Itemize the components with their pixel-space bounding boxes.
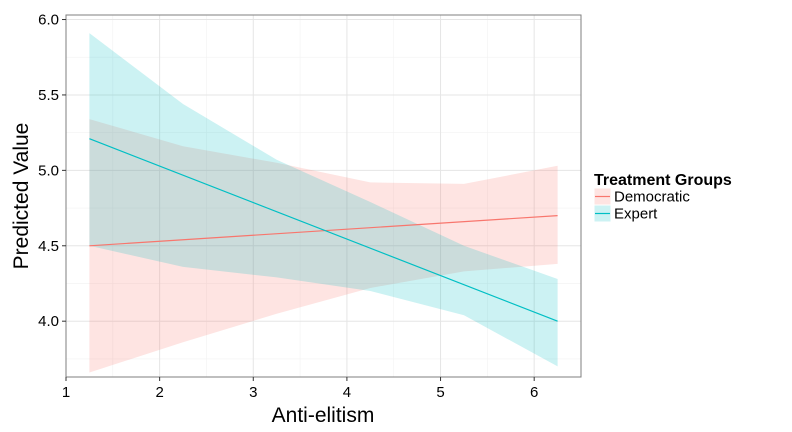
y-tick-label: 4.0: [38, 313, 59, 330]
y-tick-label: 5.0: [38, 162, 59, 179]
series-lines: [89, 138, 558, 322]
plot-background: [66, 15, 581, 377]
y-axis-title: Predicted Value: [10, 123, 33, 270]
x-tick-label: 5: [436, 384, 444, 401]
legend-title: Treatment Groups: [594, 172, 732, 189]
y-tick-label: 5.5: [38, 87, 59, 104]
y-tick-label: 6.0: [38, 12, 59, 29]
confidence-band-democratic: [89, 119, 558, 373]
plot-border: [65, 14, 582, 378]
legend-label-expert: Expert: [614, 206, 658, 223]
confidence-bands: [89, 33, 558, 373]
minor-gridlines: [66, 15, 581, 377]
legend-label-democratic: Democratic: [614, 189, 690, 206]
series-line-democratic: [89, 215, 558, 247]
y-tick-label: 4.5: [38, 238, 59, 255]
x-tick-label: 3: [249, 384, 257, 401]
x-tick-label: 2: [155, 384, 163, 401]
series-line-expert: [89, 138, 558, 322]
x-axis: 1 2 3 4 5 6: [62, 377, 538, 401]
x-axis-title: Anti-elitism: [272, 404, 375, 427]
confidence-band-expert: [89, 33, 558, 367]
x-tick-label: 6: [530, 384, 538, 401]
x-tick-label: 4: [343, 384, 351, 401]
y-axis: 4.0 4.5 5.0 5.5 6.0: [38, 12, 66, 330]
x-tick-label: 1: [62, 384, 70, 401]
